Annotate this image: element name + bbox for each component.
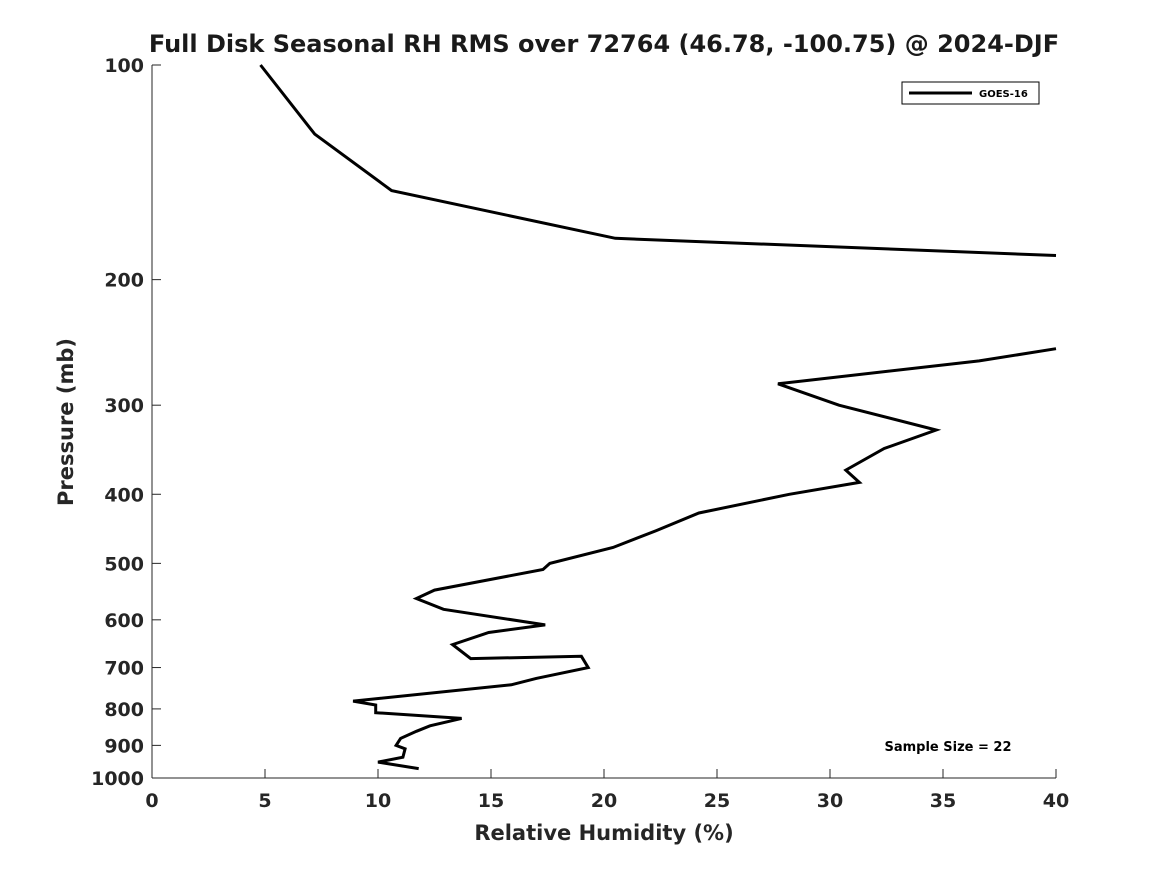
x-tick-label: 0 [145, 790, 158, 812]
series-line-goes16 [352, 347, 1057, 771]
y-tick-label: 800 [104, 699, 144, 721]
sample-size-annotation: Sample Size = 22 [884, 740, 1011, 755]
y-tick-label: 300 [104, 395, 144, 417]
series-line-goes16 [259, 64, 1057, 257]
tick-marks: 0 5 10 15 20 25 30 35 40 100 200 300 400 500 600 700 800… [91, 55, 1069, 812]
y-tick-label: 1000 [91, 768, 144, 790]
y-axis-label: Pressure (mb) [54, 338, 78, 506]
y-tick-label: 700 [104, 658, 144, 680]
y-tick-label: 500 [104, 553, 144, 575]
y-tick-label: 600 [104, 610, 144, 632]
x-tick-label: 40 [1043, 790, 1069, 812]
x-tick-label: 20 [591, 790, 617, 812]
x-tick-label: 25 [704, 790, 730, 812]
legend: GOES-16 [901, 81, 1040, 105]
y-tick-label: 400 [104, 484, 144, 506]
x-tick-label: 15 [478, 790, 504, 812]
axes [151, 65, 1056, 779]
y-tick-label: 200 [104, 270, 144, 292]
series-layer [259, 64, 1057, 771]
x-tick-label: 10 [365, 790, 391, 812]
legend-label-goes16: GOES-16 [979, 89, 1028, 100]
y-tick-label: 900 [104, 735, 144, 757]
x-tick-label: 35 [930, 790, 956, 812]
chart-title: Full Disk Seasonal RH RMS over 72764 (46… [149, 30, 1059, 58]
x-axis-label: Relative Humidity (%) [474, 821, 733, 845]
x-tick-label: 5 [258, 790, 271, 812]
x-tick-label: 30 [817, 790, 843, 812]
y-tick-label: 100 [104, 55, 144, 77]
